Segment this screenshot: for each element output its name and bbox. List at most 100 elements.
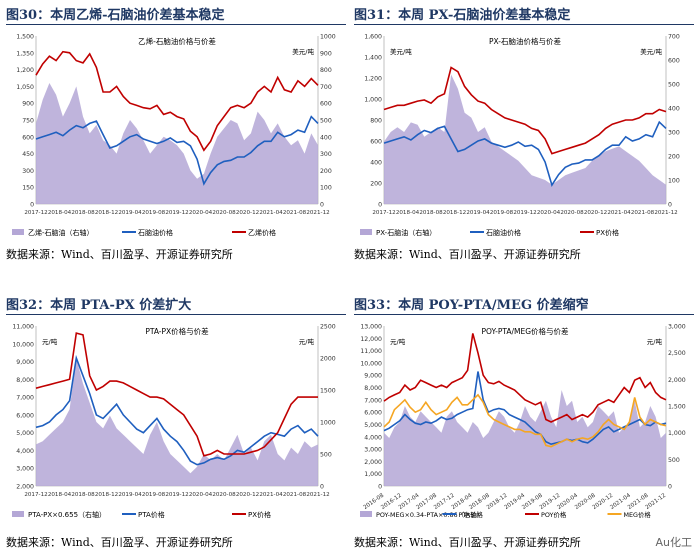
figure-33: 图33：本周 POY-PTA/MEG 价差缩窄 0 1,000 2,000 3,000… bbox=[354, 292, 694, 554]
x-tick-label: 2018-08 bbox=[71, 492, 95, 498]
x-tick-label: 2017-12 bbox=[24, 492, 47, 498]
x-tick-label: 2018-12 bbox=[95, 492, 118, 498]
chart-title: PX-石脑油价格与价差 bbox=[489, 36, 561, 46]
left-tick-label: 11,000 bbox=[360, 348, 382, 355]
right-tick-label: 2,500 bbox=[668, 350, 686, 357]
legend-swatch bbox=[12, 229, 24, 235]
right-unit-label: 美元/吨 bbox=[640, 47, 662, 56]
left-tick-label: 3,000 bbox=[364, 447, 382, 454]
left-tick-label: 8,000 bbox=[364, 385, 382, 392]
left-tick-label: 400 bbox=[370, 160, 382, 167]
legend-label: POY-MEG×0.34-PTA×0.86（右轴） bbox=[376, 510, 483, 519]
right-tick-label: 0 bbox=[320, 484, 324, 491]
figure-31-caption: 本周 PX-石脑油价差基本稳定 bbox=[398, 8, 571, 23]
figure-32-title: 图32：本周 PTA-PX 价差扩大 bbox=[6, 294, 191, 314]
figure-30-label: 图30： bbox=[6, 8, 51, 23]
left-tick-label: 600 bbox=[22, 134, 34, 141]
right-tick-label: 100 bbox=[320, 185, 332, 192]
line-series bbox=[383, 120, 667, 188]
left-tick-label: 4,000 bbox=[364, 434, 382, 441]
left-tick-label: 1,600 bbox=[364, 34, 382, 41]
chart-title: PTA-PX价格与价差 bbox=[145, 326, 209, 336]
right-tick-label: 500 bbox=[668, 82, 680, 89]
right-unit-label: 元/吨 bbox=[647, 337, 663, 346]
x-tick-label: 2020-12 bbox=[236, 210, 259, 216]
right-tick-label: 1,000 bbox=[668, 430, 686, 437]
chart-30: 0 150 300 450 600 750 900 1,050 1,200 1,350 1,500 0… bbox=[12, 34, 336, 237]
left-tick-label: 300 bbox=[22, 168, 34, 175]
figure-33-source: 数据来源：Wind、百川盈孚、开源证券研究所 bbox=[354, 536, 581, 549]
legend-label: PX价格 bbox=[596, 228, 619, 237]
area-series bbox=[36, 358, 318, 486]
left-tick-label: 10,000 bbox=[360, 360, 382, 367]
x-tick-label: 2018-04 bbox=[48, 492, 72, 498]
legend-label: PTA-PX×0.655（右轴） bbox=[28, 510, 106, 519]
x-tick-label: 2021-04 bbox=[607, 210, 631, 216]
x-tick-label: 2020-04 bbox=[189, 492, 213, 498]
chart-32: 2,000 3,000 4,000 5,000 6,000 7,000 8,000 9,000… bbox=[12, 324, 336, 519]
right-tick-label: 100 bbox=[668, 178, 680, 185]
left-tick-label: 600 bbox=[370, 139, 382, 146]
left-tick-label: 6,000 bbox=[16, 412, 34, 419]
left-unit-label: 美元/吨 bbox=[390, 47, 412, 56]
left-tick-label: 0 bbox=[378, 202, 382, 209]
left-unit-label: 元/吨 bbox=[390, 337, 406, 346]
x-tick-label: 2020-08 bbox=[212, 492, 236, 498]
line-series bbox=[383, 66, 667, 155]
figure-30-source: 数据来源：Wind、百川盈孚、开源证券研究所 bbox=[6, 248, 233, 261]
left-tick-label: 800 bbox=[370, 118, 382, 125]
area-series bbox=[384, 390, 666, 486]
figure-31-title: 图31：本周 PX-石脑油价差基本稳定 bbox=[354, 4, 570, 24]
left-tick-label: 200 bbox=[370, 181, 382, 188]
right-tick-label: 500 bbox=[320, 118, 332, 125]
area-series bbox=[384, 74, 666, 205]
line-series bbox=[35, 115, 319, 186]
legend-label: 乙烯价格 bbox=[248, 228, 276, 237]
legend-label: PTA价格 bbox=[138, 510, 165, 519]
left-tick-label: 2,000 bbox=[16, 484, 34, 491]
left-tick-label: 8,000 bbox=[16, 377, 34, 384]
x-tick-label: 2019-08 bbox=[142, 210, 166, 216]
left-tick-label: 10,000 bbox=[12, 341, 34, 348]
left-tick-label: 11,000 bbox=[12, 324, 34, 331]
left-tick-label: 1,200 bbox=[364, 76, 382, 83]
area-series bbox=[36, 83, 318, 204]
watermark: Au化工 bbox=[655, 536, 693, 549]
left-tick-label: 5,000 bbox=[364, 422, 382, 429]
left-tick-label: 750 bbox=[22, 118, 34, 125]
right-tick-label: 600 bbox=[668, 58, 680, 65]
left-tick-label: 9,000 bbox=[364, 373, 382, 380]
right-tick-label: 400 bbox=[668, 106, 680, 113]
x-tick-label: 2019-08 bbox=[490, 210, 514, 216]
figure-32-label: 图32： bbox=[6, 298, 51, 313]
left-tick-label: 1,350 bbox=[16, 50, 34, 57]
x-tick-label: 2021-08 bbox=[283, 492, 307, 498]
legend-swatch bbox=[360, 229, 372, 235]
legend-label: PTA价格 bbox=[459, 510, 484, 519]
x-tick-label: 2020-04 bbox=[537, 210, 561, 216]
chart-title: 乙烯-石脑油价格与价差 bbox=[138, 36, 216, 46]
figure-33-title: 图33：本周 POY-PTA/MEG 价差缩窄 bbox=[354, 294, 589, 314]
right-tick-label: 300 bbox=[668, 130, 680, 137]
right-tick-label: 800 bbox=[320, 67, 332, 74]
left-tick-label: 2,000 bbox=[364, 459, 382, 466]
left-unit-label: 元/吨 bbox=[42, 337, 58, 346]
figure-33-rule bbox=[354, 314, 694, 315]
line-series bbox=[35, 332, 318, 457]
figure-30-rule bbox=[6, 24, 346, 25]
left-tick-label: 450 bbox=[22, 151, 34, 158]
right-tick-label: 2,000 bbox=[668, 377, 686, 384]
x-tick-label: 2020-12 bbox=[236, 492, 259, 498]
right-tick-label: 2000 bbox=[320, 356, 336, 363]
figure-31-rule bbox=[354, 24, 694, 25]
right-tick-label: 300 bbox=[320, 151, 332, 158]
chart-31: 0 200 400 600 800 1,000 1,200 1,400 1,600 0 100 200… bbox=[360, 34, 680, 237]
left-tick-label: 1,500 bbox=[16, 34, 34, 41]
x-tick-label: 2021-12 bbox=[306, 492, 329, 498]
left-tick-label: 9,000 bbox=[16, 359, 34, 366]
x-tick-label: 2019-12 bbox=[513, 210, 536, 216]
x-tick-label: 2020-08 bbox=[560, 210, 584, 216]
x-tick-label: 2019-04 bbox=[466, 210, 490, 216]
legend-swatch bbox=[12, 511, 24, 517]
x-tick-label: 2020-08 bbox=[212, 210, 236, 216]
